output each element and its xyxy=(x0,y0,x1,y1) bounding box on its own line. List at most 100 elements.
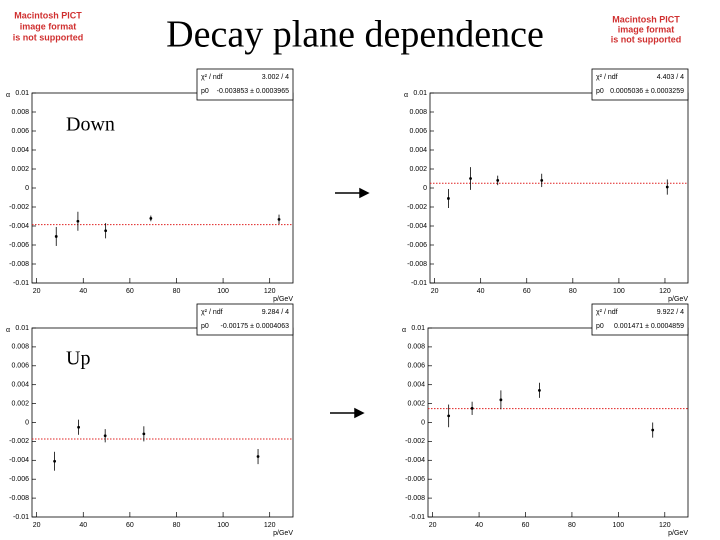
y-tick-label: 0 xyxy=(421,419,425,426)
y-tick-label: 0.004 xyxy=(11,382,29,389)
y-tick-label: -0.008 xyxy=(9,495,29,502)
y-tick-label: 0.006 xyxy=(409,128,427,135)
y-tick-label: 0.002 xyxy=(407,400,425,407)
x-tick-label: 60 xyxy=(126,522,134,529)
y-tick-label: 0.008 xyxy=(11,344,29,351)
x-tick-label: 20 xyxy=(429,522,437,529)
placeholder-text: image format xyxy=(618,24,675,34)
x-tick-label: 120 xyxy=(659,522,671,529)
data-point xyxy=(665,185,669,189)
data-point xyxy=(54,235,58,238)
y-tick-label: -0.002 xyxy=(407,204,427,211)
x-tick-label: 100 xyxy=(613,288,625,295)
stats-name: χ² / ndf xyxy=(201,309,223,316)
y-tick-label: 0 xyxy=(423,185,427,192)
y-tick-label: -0.006 xyxy=(9,242,29,249)
x-axis-label: p/GeV xyxy=(668,530,688,537)
data-point xyxy=(277,217,281,221)
stats-value: 3.002 / 4 xyxy=(262,74,289,81)
y-tick-label: 0.004 xyxy=(409,147,427,154)
x-axis-label: p/GeV xyxy=(273,296,293,303)
y-tick-label: -0.008 xyxy=(407,261,427,268)
y-tick-label: -0.01 xyxy=(409,514,425,521)
data-point xyxy=(142,432,146,436)
placeholder-text: is not supported xyxy=(611,34,682,44)
x-tick-label: 100 xyxy=(613,522,625,529)
y-tick-label: -0.008 xyxy=(405,495,425,502)
stats-name: χ² / ndf xyxy=(596,74,618,81)
y-tick-label: 0.01 xyxy=(413,90,427,97)
y-tick-label: 0.006 xyxy=(407,363,425,370)
y-axis-label: α xyxy=(6,327,10,334)
data-point xyxy=(104,229,108,233)
y-tick-label: 0 xyxy=(25,185,29,192)
x-tick-label: 40 xyxy=(477,288,485,295)
data-point xyxy=(499,398,503,402)
y-tick-label: 0.006 xyxy=(11,363,29,370)
stats-value: 0.001471 ± 0.0004859 xyxy=(614,323,684,330)
stats-box xyxy=(591,303,689,336)
data-point xyxy=(470,406,474,410)
y-tick-label: -0.002 xyxy=(405,438,425,445)
x-tick-label: 100 xyxy=(217,522,229,529)
y-tick-label: -0.01 xyxy=(411,280,427,287)
slide-title: Decay plane dependence xyxy=(166,14,544,56)
placeholder-right: Macintosh PICT image format is not suppo… xyxy=(611,14,682,44)
plot: -0.01 -0.008 -0.006 -0.004 -0.002 0 0.002 0.004… xyxy=(402,303,689,537)
x-tick-label: 20 xyxy=(33,288,41,295)
y-axis-label: α xyxy=(6,92,10,99)
stats-value: 4.403 / 4 xyxy=(657,74,684,81)
placeholder-text: Macintosh PICT xyxy=(14,10,82,20)
row-label: Down xyxy=(66,114,115,136)
x-tick-label: 80 xyxy=(569,288,577,295)
x-tick-label: 20 xyxy=(33,522,41,529)
stats-name: χ² / ndf xyxy=(596,309,618,316)
x-tick-label: 40 xyxy=(79,288,87,295)
stats-name: p0 xyxy=(596,88,604,95)
x-tick-label: 80 xyxy=(173,522,181,529)
data-point xyxy=(496,179,500,182)
x-tick-label: 20 xyxy=(431,288,439,295)
placeholder-text: Macintosh PICT xyxy=(612,14,680,24)
stats-box xyxy=(196,68,294,101)
y-tick-label: -0.004 xyxy=(9,223,29,230)
placeholder-left: Macintosh PICT image format is not suppo… xyxy=(13,10,84,42)
x-tick-label: 120 xyxy=(264,288,276,295)
y-tick-label: 0.01 xyxy=(15,90,29,97)
y-tick-label: -0.01 xyxy=(13,280,29,287)
y-tick-label: -0.008 xyxy=(9,261,29,268)
x-tick-label: 80 xyxy=(568,522,576,529)
arrow xyxy=(335,187,370,199)
y-tick-label: 0.004 xyxy=(11,147,29,154)
data-point xyxy=(77,425,81,429)
data-point xyxy=(469,177,472,180)
y-tick-label: -0.01 xyxy=(13,514,29,521)
stats-value: -0.003853 ± 0.0003965 xyxy=(217,88,289,95)
x-tick-label: 60 xyxy=(523,288,531,295)
stats-name: p0 xyxy=(596,323,604,330)
data-point xyxy=(103,434,107,438)
plot-frame xyxy=(429,92,689,284)
data-point xyxy=(651,428,655,432)
stats-value: 9.922 / 4 xyxy=(657,309,684,316)
y-tick-label: 0.004 xyxy=(407,382,425,389)
y-tick-label: 0.002 xyxy=(409,166,427,173)
data-point xyxy=(447,197,450,200)
data-point xyxy=(540,179,544,182)
stats-box xyxy=(591,68,689,101)
stats-name: χ² / ndf xyxy=(201,74,223,81)
y-tick-label: -0.002 xyxy=(9,204,29,211)
stats-value: 9.284 / 4 xyxy=(262,309,289,316)
y-tick-label: -0.004 xyxy=(9,457,29,464)
x-tick-label: 100 xyxy=(217,288,229,295)
y-tick-label: -0.002 xyxy=(9,438,29,445)
x-axis-label: p/GeV xyxy=(668,296,688,303)
x-tick-label: 60 xyxy=(522,522,530,529)
y-tick-label: -0.006 xyxy=(9,476,29,483)
x-tick-label: 40 xyxy=(475,522,483,529)
y-tick-label: 0.01 xyxy=(411,325,425,332)
plot: -0.01 -0.008 -0.006 -0.004 -0.002 0 0.002 0.004… xyxy=(6,68,294,303)
row-label: Up xyxy=(66,348,90,370)
data-point xyxy=(256,455,260,458)
y-tick-label: 0.002 xyxy=(11,166,29,173)
